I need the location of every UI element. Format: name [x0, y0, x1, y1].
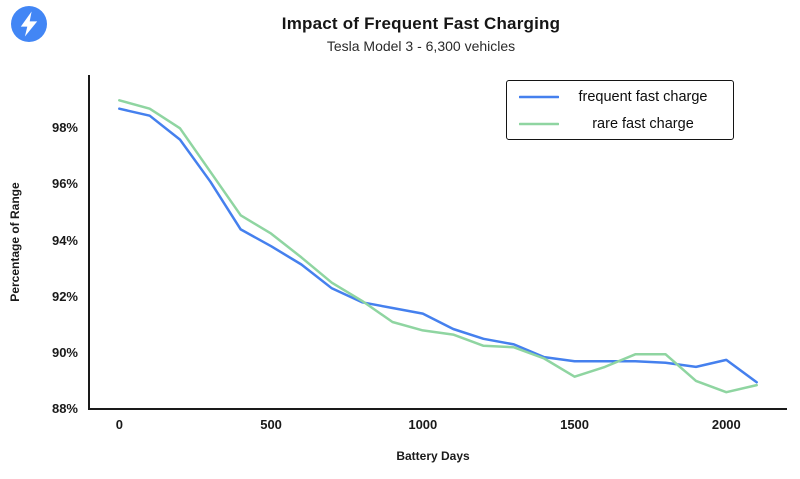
lightning-bolt-icon [11, 6, 47, 42]
axes-spines [88, 75, 787, 410]
y-tick-label: 88% [51, 401, 78, 416]
x-tick-label: 0 [115, 417, 123, 432]
legend-item-frequent-fast-charge: frequent fast charge [513, 85, 727, 109]
x-tick-label: 500 [260, 417, 282, 432]
x-axis-label: Battery Days [396, 449, 470, 463]
series-line-1 [118, 99, 758, 394]
chart-title: Impact of Frequent Fast Charging [281, 14, 561, 33]
chart-subtitle: Tesla Model 3 - 6,300 vehicles [326, 38, 516, 54]
y-tick-label: 90% [51, 344, 78, 360]
legend-label: frequent fast charge [578, 88, 708, 105]
x-tick-label: 1000 [408, 417, 438, 432]
legend: frequent fast charge rare fast charge [506, 80, 734, 140]
y-tick-label: 94% [51, 232, 78, 248]
series-line-0 [118, 107, 758, 384]
x-tick-label: 1500 [560, 417, 590, 432]
x-tick-label: 2000 [711, 417, 741, 432]
y-axis-label: Percentage of Range [8, 182, 22, 302]
chart-header: Impact of Frequent Fast Charging Tesla M… [42, 13, 800, 55]
legend-item-rare-fast-charge: rare fast charge [513, 112, 727, 136]
legend-line-sample-icon [519, 95, 559, 98]
legend-line-sample-icon [519, 122, 559, 125]
y-tick-label: 92% [51, 288, 78, 304]
app-logo [11, 6, 47, 42]
legend-label: rare fast charge [592, 115, 694, 132]
y-tick-label: 98% [51, 120, 78, 136]
y-tick-label: 96% [51, 176, 78, 192]
